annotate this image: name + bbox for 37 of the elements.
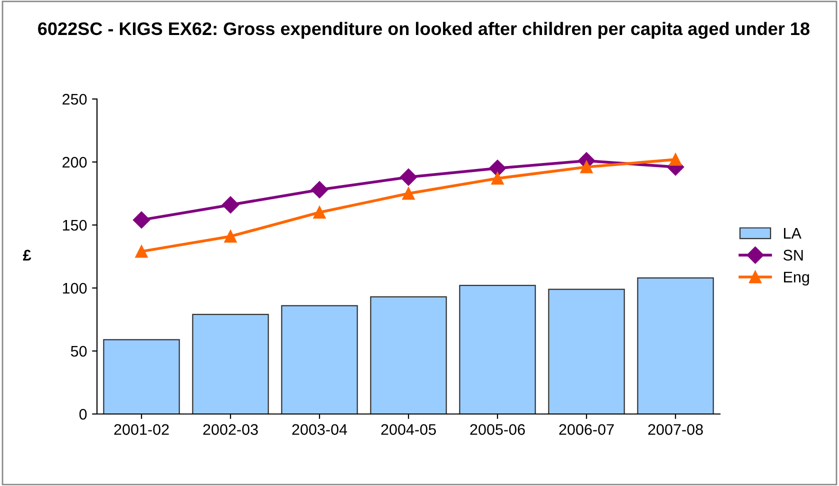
point — [580, 160, 593, 174]
legend-label: SN — [783, 250, 803, 261]
bar — [370, 296, 447, 414]
bar — [192, 314, 269, 414]
point — [400, 168, 418, 186]
legend-label: Eng — [784, 272, 809, 286]
x-tick-label: 2006-07 — [559, 424, 614, 435]
point — [224, 230, 237, 243]
x-tick-label: 2003-04 — [292, 424, 348, 435]
bar — [103, 339, 180, 414]
y-tick-label: 200 — [62, 156, 87, 168]
point — [310, 181, 328, 198]
bar — [548, 288, 625, 414]
legend-label: LA — [784, 228, 802, 239]
y-tick-label: 0 — [79, 408, 87, 420]
x-tick-label: 2007-08 — [648, 424, 703, 435]
point — [491, 172, 504, 185]
point — [313, 206, 326, 219]
bar — [459, 284, 536, 414]
y-axis-title: £ — [22, 250, 32, 260]
point — [669, 153, 682, 166]
point — [488, 160, 506, 177]
point — [222, 196, 240, 214]
x-tick-label: 2004-05 — [381, 424, 436, 435]
point — [135, 245, 148, 258]
y-tick-label: 100 — [62, 282, 87, 294]
chart-title: 6022SC - KIGS EX62: Gross expenditure on looked after children per capita aged under 18 — [38, 22, 810, 39]
y-tick-label: 150 — [62, 220, 87, 231]
y-tick-label: 250 — [62, 94, 87, 105]
bar — [281, 305, 358, 414]
x-tick-label: 2005-06 — [470, 424, 525, 435]
y-tick-label: 50 — [70, 346, 87, 357]
point — [402, 187, 415, 200]
point — [132, 211, 150, 229]
bar — [637, 277, 714, 414]
x-tick-label: 2002-03 — [203, 424, 258, 435]
x-tick-label: 2001-02 — [114, 424, 169, 435]
